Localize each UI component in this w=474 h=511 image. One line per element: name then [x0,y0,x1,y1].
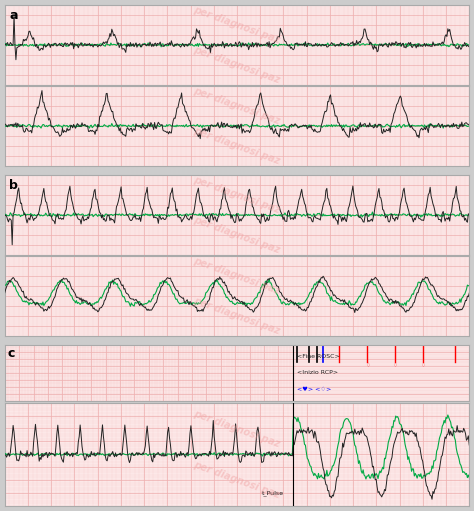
Text: <Fine ROSC>: <Fine ROSC> [297,354,340,359]
Text: b: b [9,179,18,192]
Text: per diagnosi paz: per diagnosi paz [192,175,282,216]
Text: per diagnosi paz: per diagnosi paz [192,5,282,45]
Text: per diagnosi paz: per diagnosi paz [192,256,282,296]
Text: per diagnosi paz: per diagnosi paz [192,86,282,126]
Text: t_Pulse: t_Pulse [262,491,284,496]
Text: a: a [9,9,18,22]
Text: ♢: ♢ [392,363,397,368]
Text: per diagnosi paz: per diagnosi paz [192,408,282,449]
Text: per diagnosi paz: per diagnosi paz [192,44,282,85]
Text: <♥> <♢>: <♥> <♢> [297,387,332,392]
Text: ♢: ♢ [365,363,370,368]
Text: per diagnosi paz: per diagnosi paz [192,125,282,166]
Text: per diagnosi paz: per diagnosi paz [192,215,282,255]
Text: c: c [7,347,14,360]
Text: ♢: ♢ [420,363,425,368]
Text: <Inizio RCP>: <Inizio RCP> [297,370,338,376]
Text: per diagnosi paz: per diagnosi paz [192,460,282,500]
Text: per diagnosi paz: per diagnosi paz [192,295,282,336]
